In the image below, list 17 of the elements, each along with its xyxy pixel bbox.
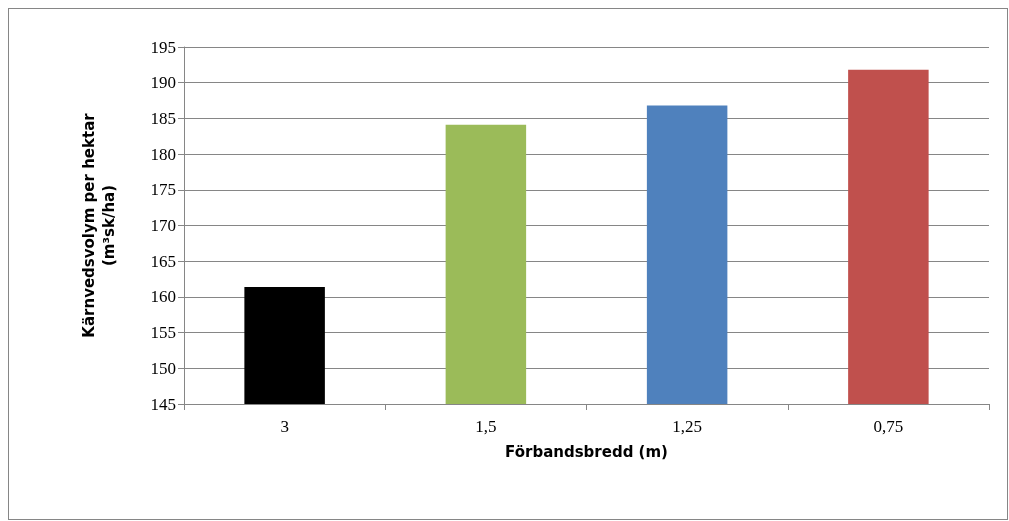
y-tick-label: 180: [150, 144, 176, 164]
y-tick-label: 175: [150, 180, 176, 200]
y-tick-label: 170: [150, 216, 176, 235]
x-tick-label: 1,5: [475, 417, 497, 436]
y-tick-label: 155: [150, 323, 176, 343]
y-tick-label: 150: [150, 358, 176, 378]
x-tick-label: 0,75: [873, 417, 904, 436]
y-tick-label: 165: [150, 251, 176, 271]
y-axis-title: Kärnvedsvolym per hektar (m³sk/ha): [80, 112, 118, 338]
y-tick-label: 190: [150, 73, 176, 93]
y-tick-label: 195: [150, 37, 176, 57]
x-axis-title: Förbandsbredd (m): [505, 442, 668, 461]
y-tick-label: 185: [150, 108, 176, 128]
y-tick-label: 160: [150, 287, 176, 307]
y-tick-label: 145: [150, 394, 176, 414]
x-tick-label: 1,25: [672, 417, 702, 436]
x-tick-label: 3: [280, 417, 289, 436]
